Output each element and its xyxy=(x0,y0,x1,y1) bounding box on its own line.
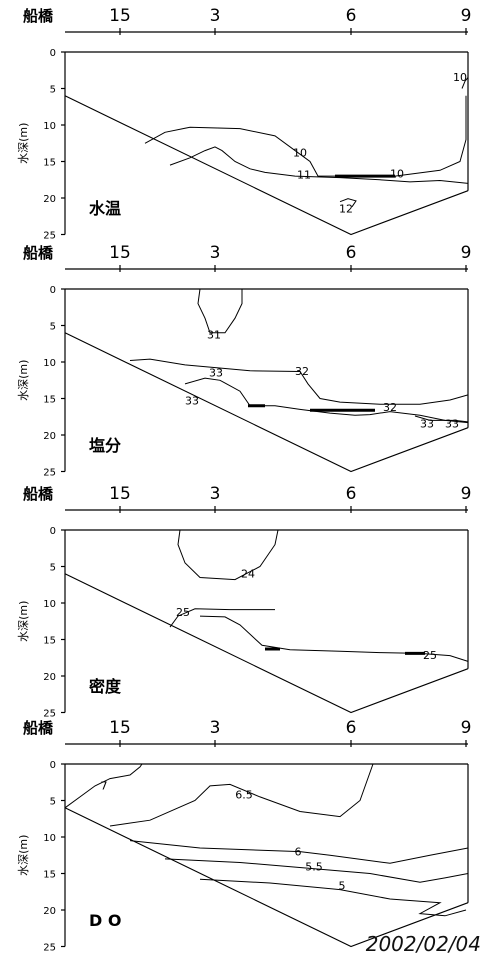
contour-label: 11 xyxy=(297,168,311,181)
contour-line xyxy=(177,529,279,581)
contour-line xyxy=(197,288,243,334)
depth-axis-label: 水深(m) xyxy=(17,835,30,876)
station-tick-label: 3 xyxy=(210,243,221,263)
contour-label: 12 xyxy=(339,203,353,216)
contour-line xyxy=(169,146,469,184)
station-tick-label: 9 xyxy=(461,484,472,504)
station-tick-label: 15 xyxy=(109,243,131,263)
contour-line xyxy=(339,198,357,208)
depth-tick-label: 0 xyxy=(50,285,56,296)
contour-line xyxy=(169,608,275,628)
contour-line xyxy=(414,415,469,423)
contour-line xyxy=(199,878,467,917)
contour-panel-3: 船橋 15 3 6 9 0 5 10 15 20 25 水深(m) 24 25 25 密度 xyxy=(17,484,471,720)
station-tick-label: 15 xyxy=(109,718,131,738)
station-tick-label: 15 xyxy=(109,484,131,504)
depth-tick-label: 25 xyxy=(43,468,56,479)
station-label-start: 船橋 xyxy=(23,244,54,262)
depth-tick-label: 10 xyxy=(43,833,56,844)
contour-label: 25 xyxy=(423,649,437,662)
station-tick-label: 6 xyxy=(346,243,357,263)
contour-label: 7 xyxy=(101,780,108,793)
seabed-line xyxy=(64,573,469,714)
depth-axis-label: 水深(m) xyxy=(17,123,30,164)
contour-label: 32 xyxy=(383,401,397,414)
depth-tick-label: 25 xyxy=(43,943,56,954)
contour-label: 25 xyxy=(176,606,190,619)
station-label-start: 船橋 xyxy=(23,485,54,503)
panel-label: 密度 xyxy=(88,677,122,696)
station-tick-label: 3 xyxy=(210,484,221,504)
seabed-line xyxy=(64,332,469,473)
contour-line xyxy=(144,95,467,177)
contour-label: 31 xyxy=(207,329,221,342)
station-tick-label: 9 xyxy=(461,243,472,263)
contour-label: 6.5 xyxy=(235,788,253,801)
depth-axis-label: 水深(m) xyxy=(17,601,30,642)
depth-tick-label: 25 xyxy=(43,231,56,242)
depth-tick-label: 20 xyxy=(43,431,56,442)
depth-tick-label: 15 xyxy=(43,158,56,169)
contour-label: 10 xyxy=(293,146,307,159)
contour-label: 5 xyxy=(339,880,346,893)
depth-tick-label: 10 xyxy=(43,599,56,610)
depth-tick-label: 0 xyxy=(50,48,56,59)
station-tick-label: 3 xyxy=(210,718,221,738)
contour-label: 10 xyxy=(390,168,404,181)
seabed-line xyxy=(64,807,469,948)
depth-tick-label: 0 xyxy=(50,760,56,771)
station-tick-label: 6 xyxy=(346,484,357,504)
depth-tick-label: 20 xyxy=(43,672,56,683)
depth-tick-label: 5 xyxy=(50,797,56,808)
station-label-start: 船橋 xyxy=(23,719,54,737)
depth-tick-label: 10 xyxy=(43,358,56,369)
depth-tick-label: 15 xyxy=(43,395,56,406)
panel-label: 水温 xyxy=(89,199,121,218)
station-tick-label: 6 xyxy=(346,6,357,26)
panel-label: D O xyxy=(89,911,121,930)
depth-tick-label: 20 xyxy=(43,906,56,917)
depth-tick-label: 5 xyxy=(50,85,56,96)
depth-tick-label: 5 xyxy=(50,322,56,333)
contour-label: 33 xyxy=(445,418,459,431)
panel-label: 塩分 xyxy=(89,436,121,455)
depth-tick-label: 25 xyxy=(43,709,56,720)
depth-axis-label: 水深(m) xyxy=(17,360,30,401)
station-label-start: 船橋 xyxy=(23,7,54,25)
station-tick-label: 3 xyxy=(210,6,221,26)
contour-line xyxy=(129,840,469,864)
depth-tick-label: 20 xyxy=(43,194,56,205)
contour-label: 33 xyxy=(209,367,223,380)
depth-tick-label: 15 xyxy=(43,870,56,881)
contour-line xyxy=(199,615,469,662)
depth-tick-label: 15 xyxy=(43,636,56,647)
contour-line xyxy=(184,377,469,424)
contour-line xyxy=(109,763,374,827)
contour-label: 33 xyxy=(420,418,434,431)
contour-line xyxy=(164,858,469,883)
contour-line xyxy=(129,358,469,405)
seabed-line xyxy=(64,95,469,236)
contour-label: 32 xyxy=(295,365,309,378)
contour-line xyxy=(461,77,469,89)
depth-tick-label: 5 xyxy=(50,563,56,574)
station-tick-label: 15 xyxy=(109,6,131,26)
date-stamp: 2002/02/04 xyxy=(365,932,481,956)
contour-label: 10 xyxy=(453,71,467,84)
contour-panel-2: 船橋 15 3 6 9 0 5 10 15 20 25 水深(m) 31 33 32 33 32 33 33 塩分 xyxy=(17,243,471,479)
contour-label: 24 xyxy=(241,567,255,580)
contour-label: 6 xyxy=(295,845,302,858)
depth-tick-label: 0 xyxy=(50,526,56,537)
contour-panel-1: 船橋 15 3 6 9 0 5 10 15 20 25 水深(m) 10 10 11 10 12 水温 xyxy=(17,6,471,242)
contour-line xyxy=(64,763,143,809)
station-tick-label: 9 xyxy=(461,718,472,738)
depth-tick-label: 10 xyxy=(43,121,56,132)
station-tick-label: 9 xyxy=(461,6,472,26)
station-tick-label: 6 xyxy=(346,718,357,738)
contour-label: 33 xyxy=(185,394,199,407)
contour-label: 5.5 xyxy=(305,861,323,874)
